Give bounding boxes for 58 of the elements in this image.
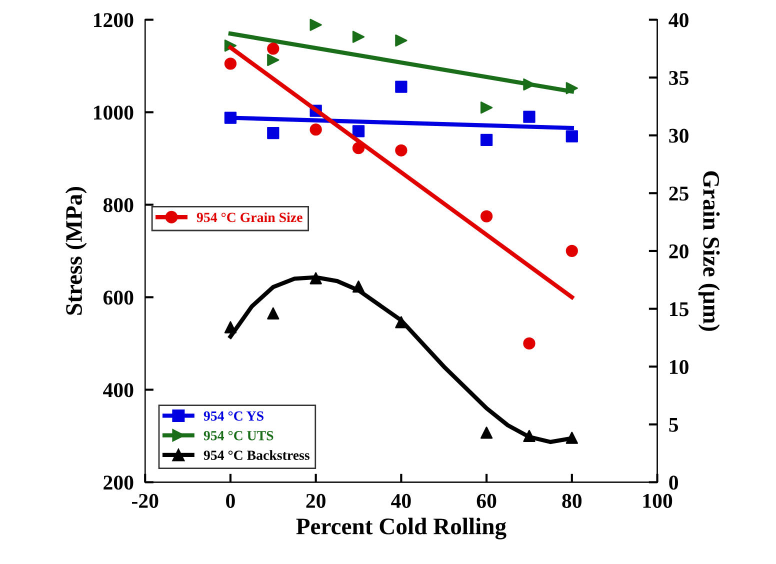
legend-label: 954 °C Backstress [204, 450, 310, 460]
y2-tick-label: 40 [668, 13, 688, 28]
point [352, 280, 365, 293]
point [566, 82, 578, 94]
x-tick-label: 100 [643, 494, 672, 508]
point [267, 126, 280, 140]
y2-tick-label: 25 [669, 186, 688, 201]
point [480, 210, 493, 222]
x-tick-label: 0 [226, 494, 235, 508]
y-tick-label: 600 [103, 290, 134, 305]
point [395, 80, 408, 93]
point [480, 134, 493, 146]
x-tick-label: 40 [391, 494, 411, 508]
x-tick-label: 80 [562, 494, 582, 508]
y2-tick-label: 10 [670, 360, 688, 374]
point [310, 124, 322, 136]
y-tick-label: 200 [104, 476, 134, 490]
y2-tick-label: 5 [669, 418, 678, 432]
point [352, 142, 365, 154]
point [267, 307, 280, 320]
y2-tick-label: 30 [669, 128, 688, 143]
point [523, 430, 536, 442]
point [352, 30, 365, 43]
point [395, 144, 408, 156]
point [566, 244, 578, 258]
point [395, 34, 408, 47]
point [267, 54, 280, 66]
y2-tick-label: 20 [669, 244, 688, 258]
y-axis-title: Stress (MPa) [65, 186, 87, 315]
point [224, 58, 237, 70]
point [395, 316, 408, 328]
y2-tick-label: 35 [669, 70, 688, 85]
point [480, 426, 493, 439]
y2-axis-title: Grain Size (µm) [698, 171, 720, 331]
point [224, 112, 237, 124]
y-tick-label: 1200 [94, 13, 134, 28]
y2-tick-label: 15 [670, 302, 688, 316]
legend-label: 954 °C UTS [204, 430, 274, 440]
point [310, 272, 322, 284]
point [566, 130, 578, 142]
point [523, 110, 536, 123]
point [566, 432, 578, 444]
legend-label: 954 °C YS [204, 411, 264, 421]
point [523, 337, 536, 350]
point [310, 18, 322, 31]
point [352, 125, 365, 138]
x-axis-title: Percent Cold Rolling [296, 518, 506, 540]
y2-tick-label: 0 [669, 476, 678, 490]
point [267, 42, 280, 55]
x-tick-label: 20 [306, 494, 326, 508]
point [224, 321, 237, 334]
x-tick-label: 60 [476, 494, 496, 508]
y-tick-label: 1000 [94, 106, 134, 120]
legend-label: 954 °C Grain Size [196, 212, 302, 222]
y-tick-label: 400 [103, 383, 134, 398]
x-tick-label: -20 [132, 494, 158, 508]
y-tick-label: 800 [103, 198, 134, 212]
point [480, 102, 493, 114]
